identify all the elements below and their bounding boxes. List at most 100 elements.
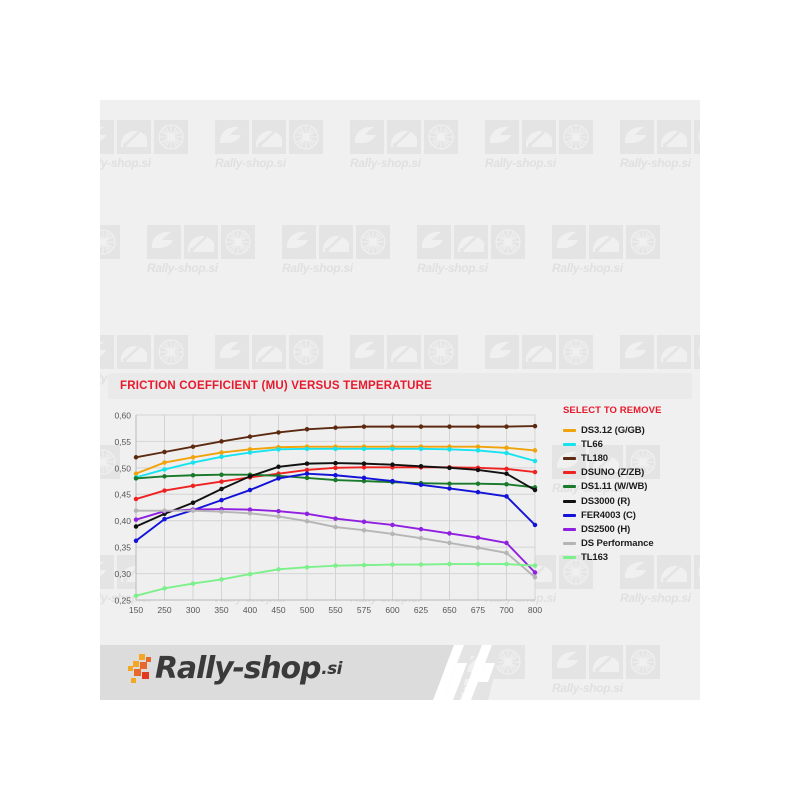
legend-color-swatch	[563, 556, 576, 560]
watermark-logo: Rally-shop.si	[620, 120, 700, 178]
legend-item-7[interactable]: FER4003 (C)	[563, 508, 693, 522]
logo-pixels-icon	[128, 654, 154, 684]
legend-item-4[interactable]: DSUNO (Z/ZB)	[563, 466, 693, 480]
series-data-point	[247, 511, 253, 516]
series-data-point	[133, 455, 139, 460]
series-data-point	[304, 471, 310, 476]
series-data-point	[390, 522, 395, 528]
series-3[interactable]	[133, 423, 538, 460]
chart-title-bar: FRICTION COEFFICIENT (MU) VERSUS TEMPERA…	[108, 373, 692, 399]
legend-item-2[interactable]: TL66	[563, 437, 693, 451]
series-data-point	[333, 516, 338, 521]
series-data-point	[504, 445, 509, 451]
watermark-text: Rally-shop.si	[485, 156, 556, 170]
legend-item-8[interactable]: DS2500 (H)	[563, 522, 693, 536]
series-data-point	[276, 447, 281, 452]
legend-item-label: DS3.12 (G/GB)	[581, 424, 645, 436]
series-data-point	[475, 561, 481, 567]
series-data-point	[276, 567, 281, 572]
series-data-point	[247, 474, 253, 479]
series-data-point	[190, 455, 196, 460]
series-10[interactable]	[133, 561, 538, 599]
series-data-point	[304, 461, 310, 466]
series-data-point	[447, 540, 452, 546]
series-data-point	[304, 511, 310, 517]
series-data-point	[162, 467, 167, 472]
series-7[interactable]	[133, 471, 538, 544]
x-axis-tick-label: 450	[271, 605, 285, 615]
legend-item-1[interactable]: DS3.12 (G/GB)	[563, 423, 693, 437]
series-data-point	[447, 465, 452, 471]
series-data-point	[133, 496, 139, 502]
friction-chart: 0,25 0,30 0,35 0,40 0,45 0,50 0,55 0,60 150 250 30…	[114, 410, 542, 615]
series-data-point	[219, 486, 224, 492]
series-data-point	[504, 450, 509, 456]
legend-item-10[interactable]: TL163	[563, 551, 693, 565]
series-data-point	[361, 527, 367, 533]
series-data-point	[133, 476, 139, 481]
series-data-point	[247, 450, 253, 455]
watermark-icons	[215, 335, 345, 369]
series-data-point	[333, 425, 338, 430]
series-data-point	[361, 465, 367, 470]
watermark-icons	[485, 120, 615, 154]
series-data-point	[390, 446, 395, 452]
series-data-point	[418, 464, 424, 469]
series-data-point	[532, 448, 538, 453]
series-data-point	[447, 561, 452, 567]
legend-color-swatch	[563, 442, 576, 446]
x-axis-tick-label: 250	[157, 605, 171, 615]
series-data-point	[333, 460, 338, 466]
series-data-point	[475, 489, 481, 495]
series-data-point	[390, 462, 395, 467]
series-data-point	[504, 471, 509, 476]
page-title: FRICTION COEFFICIENT (MU) VERSUS TEMPERA…	[120, 380, 433, 392]
watermark-logo: Rally-shop.si	[100, 225, 142, 283]
x-axis-tick-label: 575	[357, 605, 371, 615]
watermark-icons	[417, 225, 547, 259]
series-data-point	[190, 508, 196, 513]
series-9[interactable]	[133, 508, 538, 580]
logo-tld: .si	[321, 659, 342, 679]
series-data-point	[333, 446, 338, 452]
legend-color-swatch	[563, 485, 576, 489]
watermark-icons	[100, 120, 210, 154]
legend-color-swatch	[563, 456, 576, 460]
series-data-point	[418, 535, 424, 541]
legend-item-3[interactable]: TL180	[563, 451, 693, 465]
series-data-point	[361, 424, 367, 429]
series-data-point	[162, 516, 167, 522]
legend-item-6[interactable]: DS3000 (R)	[563, 494, 693, 508]
series-data-point	[418, 482, 424, 488]
watermark-logo: Rally-shop.si	[350, 120, 480, 178]
series-data-point	[532, 563, 538, 568]
series-data-point	[504, 466, 509, 472]
series-2[interactable]	[133, 446, 538, 480]
series-data-point	[276, 476, 281, 481]
y-axis-tick-label: 0,30	[114, 569, 131, 579]
series-data-point	[247, 507, 253, 512]
y-axis-tick-label: 0,35	[114, 543, 131, 553]
legend-color-swatch	[563, 527, 576, 531]
series-data-point	[190, 444, 196, 449]
series-data-point	[304, 427, 310, 432]
legend-item-5[interactable]: DS1.11 (W/WB)	[563, 480, 693, 494]
legend-item-label: DS Performance	[581, 538, 654, 550]
series-data-point	[390, 424, 395, 429]
chart-container: 0,25 0,30 0,35 0,40 0,45 0,50 0,55 0,60 150 250 30…	[108, 405, 692, 630]
legend-item-9[interactable]: DS Performance	[563, 537, 693, 551]
legend-item-label: DS3000 (R)	[581, 495, 631, 507]
x-axis-tick-label: 600	[385, 605, 399, 615]
series-data-point	[133, 538, 139, 544]
watermark-logo: Rally-shop.si	[282, 225, 412, 283]
x-axis-tick-label: 500	[300, 605, 314, 615]
series-data-point	[162, 460, 167, 465]
series-data-point	[532, 469, 538, 475]
series-5[interactable]	[133, 472, 538, 490]
series-data-point	[333, 524, 338, 530]
watermark-icons	[552, 225, 682, 259]
series-data-point	[219, 509, 224, 514]
content-panel: Rally-shop.si Rally-shop.si Rally-shop.si R…	[100, 100, 700, 700]
series-data-point	[475, 444, 481, 449]
